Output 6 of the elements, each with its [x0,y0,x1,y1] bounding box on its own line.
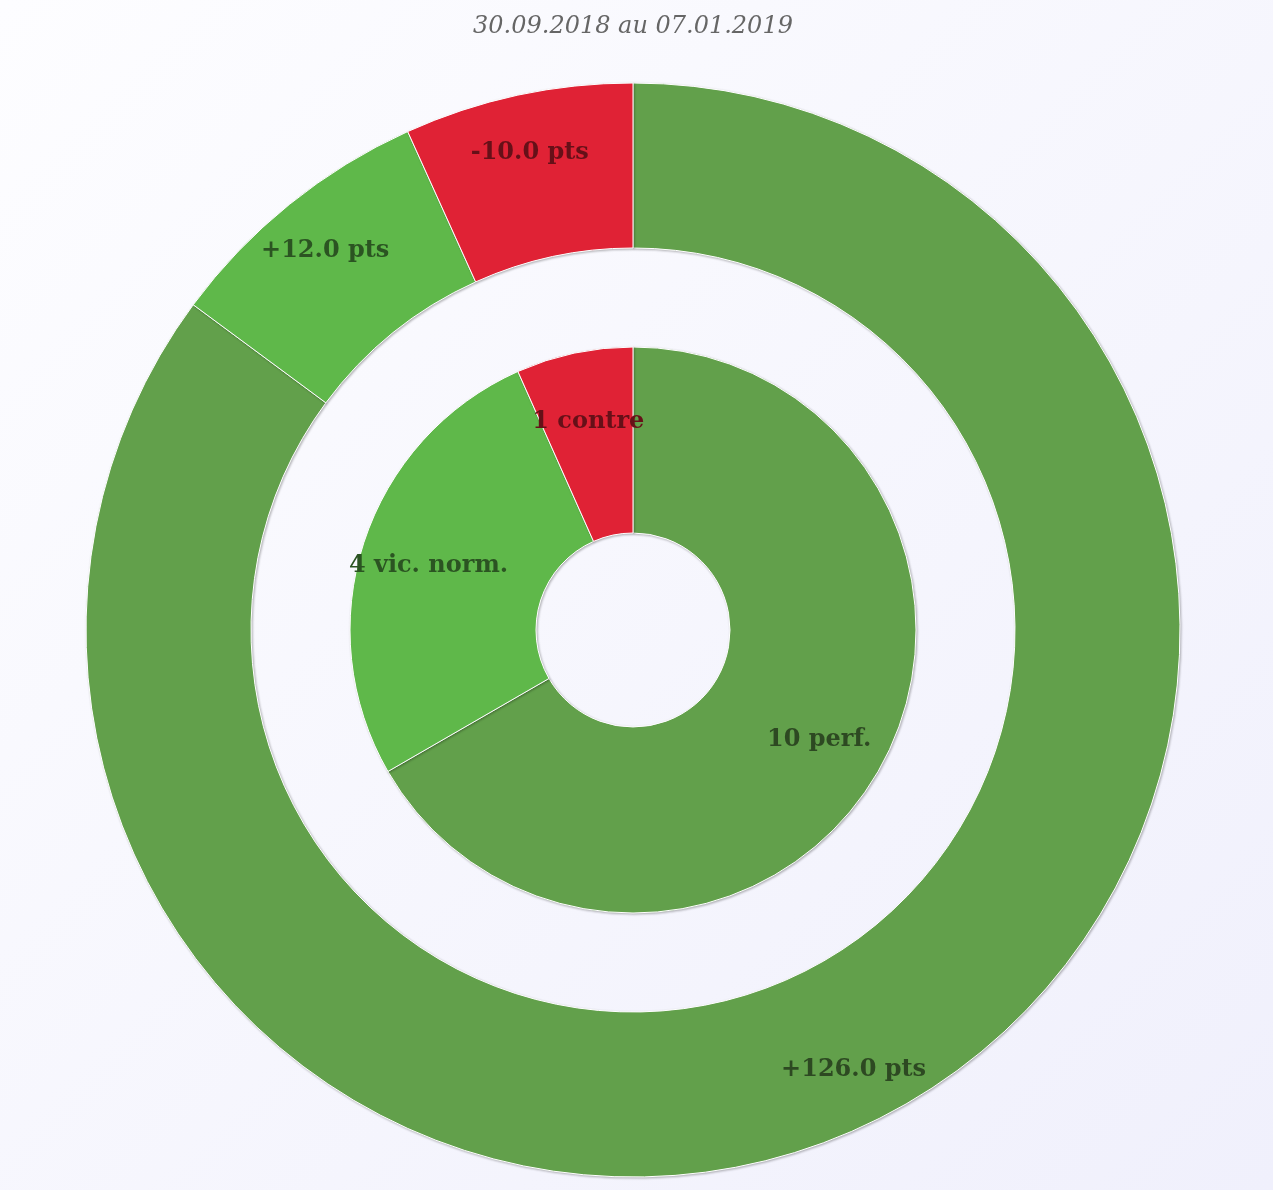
slice-label: +12.0 pts [261,234,390,264]
slice-label: 10 perf. [767,722,872,752]
chart-title: 30.09.2018 au 07.01.2019 [473,11,793,39]
donut-slice [85,82,1181,1178]
slice-label: -10.0 pts [470,136,589,166]
slice-label: +126.0 pts [781,1052,927,1082]
